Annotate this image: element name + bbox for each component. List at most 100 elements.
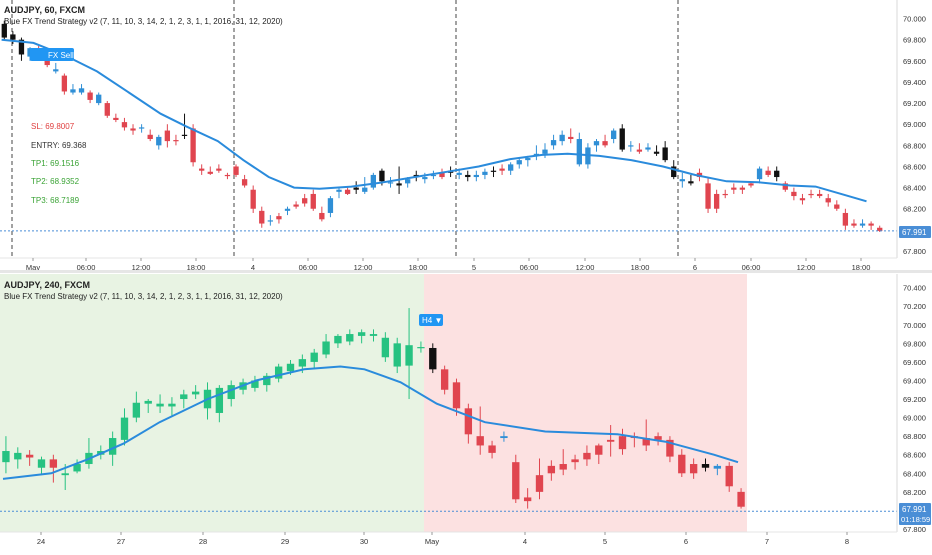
candle-body <box>868 223 874 226</box>
price-tick-label: 68.800 <box>903 432 926 441</box>
top-price-badge: 67.991 <box>899 226 931 238</box>
candle-body <box>1 23 7 38</box>
candle-body <box>490 170 497 172</box>
price-tick-label: 68.200 <box>903 488 926 497</box>
candle-body <box>25 454 34 458</box>
price-tick-label: 70.000 <box>903 321 926 330</box>
candle-body <box>207 171 213 174</box>
candle-body <box>476 436 484 446</box>
candle-body <box>96 94 102 104</box>
candle-body <box>181 134 188 136</box>
fx-sell-signal: FX Sell <box>30 48 74 61</box>
candle-body <box>645 147 651 150</box>
pane-separator[interactable] <box>0 270 932 273</box>
candle-body <box>302 198 308 204</box>
candle-body <box>473 174 479 178</box>
candle-body <box>606 439 615 442</box>
price-tick-label: 70.000 <box>903 15 926 24</box>
candle-body <box>782 183 788 190</box>
time-tick-label: 12:00 <box>132 263 151 272</box>
uptrend-background <box>0 274 424 532</box>
bottom-ema-line <box>2 365 739 480</box>
candle-body <box>327 198 334 213</box>
candle-body <box>14 452 22 460</box>
bottom-price-axis: 70.400 70.200 70.000 69.800 69.600 69.400 69.2… <box>903 284 926 534</box>
candle-body <box>168 403 176 407</box>
candle-body <box>78 88 85 93</box>
candle-body <box>61 75 68 92</box>
candle-body <box>286 363 295 372</box>
candle-body <box>765 170 771 175</box>
time-tick-label: 5 <box>472 263 476 272</box>
candle-body <box>748 183 754 186</box>
price-tick-label: 69.400 <box>903 78 926 87</box>
price-tick-label: 69.200 <box>903 99 926 108</box>
price-tick-label: 69.800 <box>903 339 926 348</box>
top-chart-title: AUDJPY, 60, FXCM <box>4 5 85 15</box>
price-tick-label: 69.800 <box>903 36 926 45</box>
candle-body <box>877 227 883 231</box>
candle-body <box>10 34 16 40</box>
candle-body <box>465 174 471 178</box>
candle-body <box>602 141 608 146</box>
price-tick-label: 70.200 <box>903 302 926 311</box>
candle-body <box>737 491 745 507</box>
candle-body <box>417 347 425 349</box>
candle-body <box>199 168 205 171</box>
candle-body <box>362 187 368 192</box>
time-tick-label: 29 <box>281 537 289 546</box>
candle-body <box>130 128 136 131</box>
candle-body <box>215 387 224 413</box>
candle-body <box>619 128 625 150</box>
time-tick-label: 27 <box>117 537 125 546</box>
time-tick-label: 7 <box>765 537 769 546</box>
candle-body <box>523 497 532 502</box>
time-tick-label: 6 <box>684 537 688 546</box>
candle-body <box>405 345 413 366</box>
time-tick-label: 4 <box>251 263 255 272</box>
candle-body <box>662 147 668 161</box>
time-tick-label: 6 <box>693 263 697 272</box>
candle-body <box>180 394 188 400</box>
candle-body <box>284 208 291 211</box>
candle-body <box>571 459 579 463</box>
candle-body <box>49 459 58 468</box>
candle-body <box>825 198 831 203</box>
candle-body <box>61 473 69 476</box>
candle-body <box>369 334 378 336</box>
candle-body <box>628 145 634 147</box>
entry-level: ENTRY: 69.368 <box>31 141 87 150</box>
candle-body <box>654 436 662 440</box>
bottom-time-badge-text: 01:18:59 <box>901 515 930 524</box>
candle-body <box>310 193 316 209</box>
bottom-time-axis: 24 27 28 29 30 May 4 5 6 7 8 <box>37 532 849 546</box>
candle-body <box>87 92 93 100</box>
candle-body <box>547 465 556 474</box>
candle-body <box>653 151 660 154</box>
candle-body <box>164 130 171 142</box>
top-ema-line <box>1 38 867 203</box>
price-tick-label: 70.400 <box>903 284 926 293</box>
candle-body <box>396 183 402 186</box>
candle-body <box>53 69 59 72</box>
candle-body <box>322 341 330 355</box>
time-tick-label: 4 <box>523 537 527 546</box>
candle-body <box>482 171 488 175</box>
candle-body <box>559 134 565 142</box>
candle-body <box>381 337 390 358</box>
candle-body <box>156 403 164 407</box>
candle-body <box>334 335 342 344</box>
candle-body <box>583 452 591 460</box>
bottom-indicator-label: Blue FX Trend Strategy v2 (7, 11, 10, 3,… <box>4 292 283 301</box>
price-tick-label: 67.800 <box>903 247 926 256</box>
sl-level: SL: 69.8007 <box>31 122 75 131</box>
top-price-axis: 70.000 69.800 69.600 69.400 69.200 69.000 68.8… <box>903 15 926 256</box>
candle-body <box>405 179 411 184</box>
candle-body <box>2 451 10 463</box>
candle-body <box>120 417 129 440</box>
candle-body <box>593 141 600 146</box>
time-tick-label: 06:00 <box>520 263 539 272</box>
candle-body <box>191 391 200 395</box>
candle-body <box>834 204 840 209</box>
price-tick-label: 68.600 <box>903 162 926 171</box>
